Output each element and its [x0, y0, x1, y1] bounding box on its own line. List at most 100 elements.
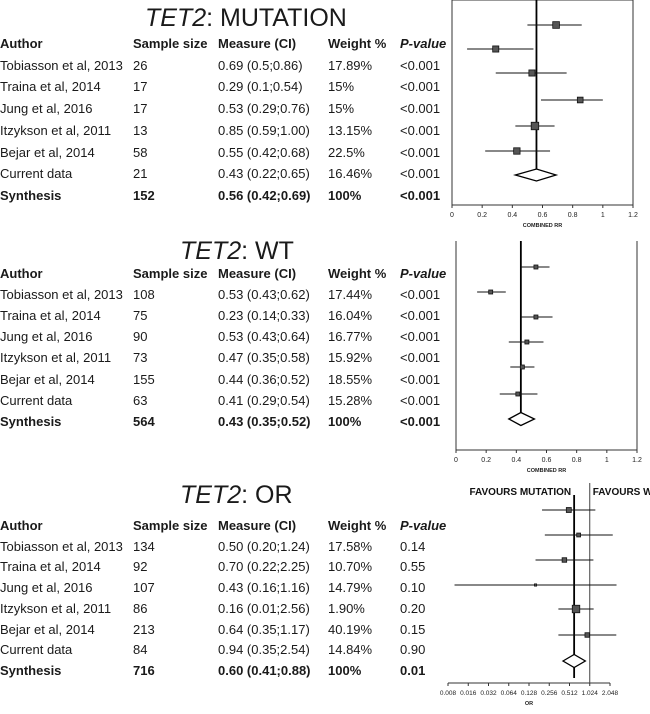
forest-plot: 0 0.2 0.4 0.6 0.8 1 1.2 COMBINED RR	[454, 241, 642, 474]
table-cell-col-measure: 0.23 (0.14;0.33)	[218, 308, 310, 324]
table-cell-col-weight: 1.90%	[328, 600, 365, 616]
table-cell-col-p-value: <0.001	[400, 101, 441, 117]
x-tick-label: 0.256	[541, 690, 558, 697]
table-cell-col-p-value: <0.001	[400, 166, 441, 182]
study-estimate-box	[533, 264, 539, 270]
x-tick-label: 1	[601, 212, 605, 219]
table-cell-col-p-value: 0.55	[400, 559, 426, 575]
table-cell-col-author: Tobiasson et al, 2013	[0, 538, 123, 554]
header-col-sample-size: Sample size	[133, 36, 208, 51]
x-tick-label: 0.6	[542, 457, 552, 464]
x-tick-label: 0.008	[440, 690, 457, 697]
header-col-p-value: P-value	[400, 36, 447, 51]
table-cell-col-author: Bejar et al, 2014	[0, 621, 95, 637]
panel-mutation: TET2: MUTATION Author Sample size Measure …	[0, 0, 650, 230]
table-cell-col-sample-size: 90	[133, 329, 148, 345]
table-cell-col-measure: 0.53 (0.43;0.64)	[218, 329, 310, 345]
table-cell-col-measure: 0.47 (0.35;0.58)	[218, 350, 310, 366]
table-cell-col-author: Traina et al, 2014	[0, 308, 101, 324]
panel-title-gene: TET2	[145, 4, 207, 32]
header-col-weight: Weight %	[328, 266, 387, 281]
header-col-p-value: P-value	[400, 266, 447, 281]
table-cell-col-sample-size: 155	[133, 371, 155, 387]
panel-title-rest: : MUTATION	[206, 4, 347, 32]
table-cell-col-weight: 17.89%	[328, 57, 373, 73]
table-cell-col-p-value: 0.15	[400, 621, 426, 637]
table-cell-col-sample-size: 17	[133, 101, 148, 117]
table-cell-col-measure: 0.70 (0.22;2.25)	[218, 559, 310, 575]
table-cell-col-measure: 0.85 (0.59;1.00)	[218, 122, 310, 138]
study-estimate-box	[488, 289, 494, 295]
study-estimate-box	[492, 45, 500, 53]
x-tick-label: 1.2	[628, 212, 638, 219]
table-cell-col-p-value: <0.001	[400, 79, 441, 95]
x-axis-label: COMBINED RR	[523, 223, 562, 229]
table-cell-col-sample-size: 84	[133, 642, 148, 658]
panel-title-gene: TET2	[180, 481, 242, 509]
header-col-sample-size: Sample size	[133, 266, 208, 281]
table-cell-col-weight: 15%	[328, 101, 355, 117]
x-tick-label: 0.8	[572, 457, 582, 464]
favours-left-label: FAVOURS MUTATION	[469, 487, 571, 498]
table-cell-col-author: Bejar et al, 2014	[0, 371, 95, 387]
table-cell-col-weight: 14.79%	[328, 580, 373, 596]
table-cell-col-p-value: <0.001	[400, 287, 441, 303]
x-tick-label: 0	[454, 457, 458, 464]
synthesis-cell-col-p-value: 0.01	[400, 662, 426, 678]
x-tick-label: 0.2	[477, 212, 487, 219]
panel-title-rest: : WT	[241, 237, 294, 265]
table-cell-col-author: Jung et al, 2016	[0, 101, 93, 117]
table-cell-col-measure: 0.69 (0.5;0.86)	[218, 57, 303, 73]
x-tick-label: 2.048	[602, 690, 619, 697]
study-estimate-box	[561, 557, 568, 563]
table-cell-col-p-value: 0.90	[400, 642, 426, 658]
synthesis-cell-col-p-value: <0.001	[400, 413, 441, 429]
study-estimate-box	[530, 121, 540, 131]
study-estimate-box	[565, 507, 572, 513]
table-cell-col-weight: 17.44%	[328, 287, 373, 303]
table-cell-col-p-value: <0.001	[400, 392, 441, 408]
table-cell-col-author: Itzykson et al, 2011	[0, 122, 112, 138]
table-cell-col-weight: 17.58%	[328, 538, 373, 554]
x-tick-label: 0.2	[481, 457, 491, 464]
panel-title: TET2: MUTATION	[145, 4, 347, 33]
x-tick-label: 0.016	[460, 690, 477, 697]
table-cell-col-sample-size: 21	[133, 166, 148, 182]
favours-right-label: FAVOURS WT	[593, 487, 650, 498]
table-cell-col-author: Tobiasson et al, 2013	[0, 57, 123, 73]
study-estimate-box	[533, 314, 539, 320]
table-cell-col-weight: 18.55%	[328, 371, 373, 387]
x-tick-label: 0.128	[521, 690, 538, 697]
x-tick-label: 0.512	[561, 690, 578, 697]
forest-plot: 0.008 0.016 0.032 0.064 0.128 0.256 0.512 1.024…	[440, 483, 650, 707]
x-tick-label: 0.032	[480, 690, 497, 697]
table-cell-col-sample-size: 134	[133, 538, 155, 554]
table-cell-col-author: Current data	[0, 166, 73, 182]
synthesis-cell-col-sample-size: 564	[133, 413, 155, 429]
study-estimate-box	[524, 339, 530, 345]
table-cell-col-author: Jung et al, 2016	[0, 329, 93, 345]
synthesis-cell-col-weight: 100%	[328, 662, 362, 678]
x-tick-label: 1.024	[582, 690, 599, 697]
synthesis-cell-col-author: Synthesis	[0, 187, 62, 203]
table-cell-col-weight: 16.04%	[328, 308, 373, 324]
x-tick-label: 0.8	[568, 212, 578, 219]
study-estimate-box	[552, 21, 560, 29]
table-cell-col-author: Bejar et al, 2014	[0, 144, 95, 160]
study-estimate-box	[576, 96, 584, 104]
table-cell-col-sample-size: 13	[133, 122, 148, 138]
x-tick-label: 0.4	[511, 457, 521, 464]
table-cell-col-p-value: <0.001	[400, 371, 441, 387]
table-cell-col-measure: 0.16 (0.01;2.56)	[218, 600, 310, 616]
study-estimate-box	[584, 632, 590, 638]
table-cell-col-author: Current data	[0, 392, 73, 408]
table-cell-col-author: Itzykson et al, 2011	[0, 350, 112, 366]
study-estimate-box	[528, 69, 536, 77]
data-table: Author Sample size Measure (CI) Weight % P-v…	[0, 0, 447, 220]
panel-title: TET2: WT	[180, 237, 294, 266]
synthesis-cell-col-measure: 0.43 (0.35;0.52)	[218, 413, 311, 429]
header-col-author: Author	[0, 518, 43, 533]
header-col-author: Author	[0, 36, 43, 51]
table-cell-col-measure: 0.94 (0.35;2.54)	[218, 642, 310, 658]
x-tick-label: 0.6	[538, 212, 548, 219]
